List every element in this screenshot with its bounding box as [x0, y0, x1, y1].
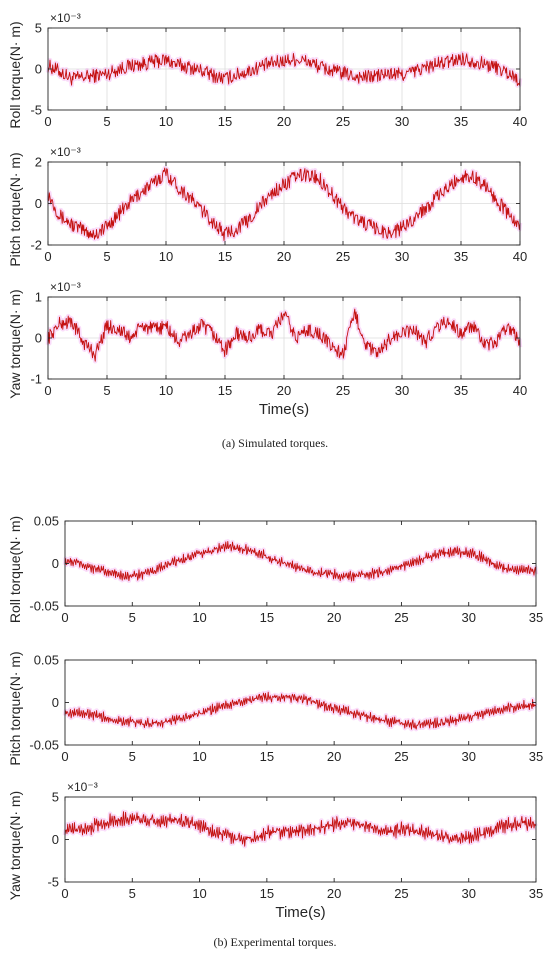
x-tick-label-3: 15: [218, 383, 232, 398]
series-line: [47, 167, 521, 241]
x-tick-label-2: 10: [192, 886, 206, 901]
y-tick-label-1: 0: [35, 196, 42, 211]
x-tick-label-6: 30: [395, 383, 409, 398]
x-tick-label-8: 40: [513, 383, 527, 398]
x-tick-label-6: 30: [461, 886, 475, 901]
exponent-label: ×10⁻³: [67, 780, 98, 794]
x-tick-label-2: 10: [192, 749, 206, 764]
x-tick-label-5: 25: [394, 610, 408, 625]
x-tick-label-5: 25: [336, 249, 350, 264]
x-tick-label-4: 20: [327, 886, 341, 901]
y-tick-label-2: 5: [35, 21, 42, 36]
exponent-label: ×10⁻³: [50, 11, 81, 25]
y-tick-label-0: -5: [30, 103, 42, 118]
x-tick-label-1: 5: [103, 383, 110, 398]
x-tick-label-5: 25: [394, 749, 408, 764]
x-tick-label-1: 5: [103, 249, 110, 264]
x-tick-label-6: 30: [395, 114, 409, 129]
x-tick-label-3: 15: [260, 886, 274, 901]
y-tick-label-1: 0: [35, 62, 42, 77]
x-tick-label-0: 0: [44, 114, 51, 129]
x-tick-label-0: 0: [44, 383, 51, 398]
axes-box: [64, 520, 537, 607]
x-tick-label-2: 10: [159, 114, 173, 129]
x-tick-label-7: 35: [454, 114, 468, 129]
x-tick-label-8: 40: [513, 114, 527, 129]
x-tick-label-7: 35: [529, 749, 543, 764]
exponent-label: ×10⁻³: [50, 145, 81, 159]
y-tick-label-0: -5: [47, 875, 59, 890]
y-axis-label: Pitch torque(N· m): [7, 152, 23, 266]
y-tick-label-0: -0.05: [29, 738, 59, 753]
caption-experimental: (b) Experimental torques.: [213, 935, 337, 949]
x-tick-label-1: 5: [129, 886, 136, 901]
x-tick-label-5: 25: [336, 114, 350, 129]
x-tick-label-5: 25: [394, 886, 408, 901]
x-tick-label-3: 15: [218, 114, 232, 129]
exponent-label: ×10⁻³: [50, 280, 81, 294]
x-tick-label-0: 0: [61, 749, 68, 764]
series-line: [64, 540, 537, 582]
x-tick-label-4: 20: [277, 114, 291, 129]
y-tick-label-1: 0: [52, 832, 59, 847]
x-tick-label-1: 5: [103, 114, 110, 129]
x-tick-label-6: 30: [395, 249, 409, 264]
x-tick-label-4: 20: [327, 610, 341, 625]
y-tick-label-2: 2: [35, 155, 42, 170]
y-tick-label-1: 0: [52, 695, 59, 710]
y-axis-label: Roll torque(N· m): [7, 516, 23, 623]
x-tick-label-4: 20: [277, 249, 291, 264]
x-tick-label-3: 15: [260, 749, 274, 764]
x-tick-label-7: 35: [529, 610, 543, 625]
x-tick-label-3: 15: [218, 249, 232, 264]
x-tick-label-0: 0: [61, 886, 68, 901]
x-tick-label-2: 10: [192, 610, 206, 625]
y-axis-label: Yaw torque(N· m): [7, 791, 23, 900]
x-tick-label-4: 20: [277, 383, 291, 398]
x-tick-label-8: 40: [513, 249, 527, 264]
y-tick-label-2: 0.05: [34, 514, 59, 529]
x-tick-label-7: 35: [529, 886, 543, 901]
x-tick-label-2: 10: [159, 383, 173, 398]
caption-simulated: (a) Simulated torques.: [221, 436, 329, 450]
x-tick-label-5: 25: [336, 383, 350, 398]
x-tick-label-0: 0: [61, 610, 68, 625]
x-axis-label: Time(s): [275, 904, 325, 921]
y-axis-label: Yaw torque(N· m): [7, 289, 23, 398]
x-tick-label-1: 5: [129, 749, 136, 764]
y-tick-label-1: 0: [52, 556, 59, 571]
y-tick-label-2: 1: [35, 290, 42, 305]
series-line: [47, 52, 521, 86]
y-tick-label-2: 0.05: [34, 653, 59, 668]
x-tick-label-4: 20: [327, 749, 341, 764]
x-tick-label-6: 30: [461, 749, 475, 764]
x-tick-label-3: 15: [260, 610, 274, 625]
y-tick-label-0: -2: [30, 238, 42, 253]
x-tick-label-0: 0: [44, 249, 51, 264]
y-tick-label-2: 5: [52, 790, 59, 805]
y-tick-label-0: -0.05: [29, 599, 59, 614]
y-axis-label: Roll torque(N· m): [7, 21, 23, 128]
y-tick-label-0: -1: [30, 372, 42, 387]
x-tick-label-1: 5: [129, 610, 136, 625]
y-axis-label: Pitch torque(N· m): [7, 651, 23, 765]
x-tick-label-6: 30: [461, 610, 475, 625]
series-line: [47, 308, 521, 362]
x-axis-label: Time(s): [259, 401, 309, 418]
x-tick-label-2: 10: [159, 249, 173, 264]
x-tick-label-7: 35: [454, 249, 468, 264]
series-line: [64, 691, 537, 730]
y-tick-label-1: 0: [35, 331, 42, 346]
series-line: [64, 811, 537, 847]
x-tick-label-7: 35: [454, 383, 468, 398]
